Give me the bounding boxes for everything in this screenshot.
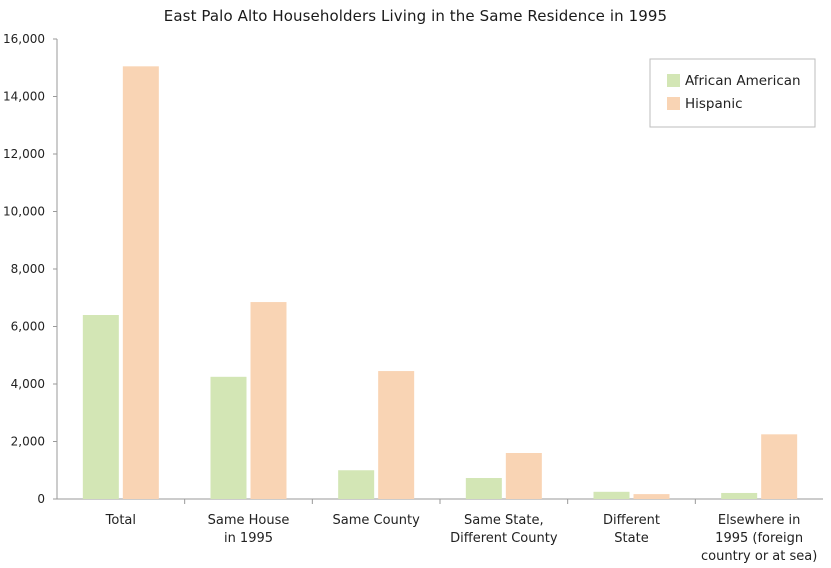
bar-african-american [465, 478, 502, 499]
y-tick-label: 2,000 [11, 435, 45, 449]
y-tick-label: 16,000 [3, 32, 45, 46]
bar-african-american [338, 470, 375, 499]
bar-african-american [210, 376, 247, 499]
x-tick-label: State [614, 531, 648, 546]
x-tick-label: 1995 (foreign [715, 531, 803, 546]
bar-african-american [721, 492, 758, 499]
bars [82, 66, 798, 499]
bar-african-american [593, 491, 630, 499]
legend-label: African American [685, 73, 801, 89]
x-tick-label: Elsewhere in [718, 513, 801, 528]
x-tick-label: Same County [333, 513, 421, 528]
y-tick-label: 14,000 [3, 90, 45, 104]
x-tick-label: Same State, [464, 513, 544, 528]
bar-hispanic [633, 494, 670, 499]
y-tick-label: 12,000 [3, 147, 45, 161]
x-tick-label: Total [105, 513, 136, 528]
bar-hispanic [378, 371, 415, 499]
x-tick-label: Same House [208, 513, 290, 528]
bar-hispanic [250, 302, 287, 499]
axes [53, 38, 823, 504]
legend-label: Hispanic [685, 96, 743, 112]
bar-hispanic [122, 66, 159, 499]
x-tick-label: Different County [450, 531, 558, 546]
x-tick-label: Different [603, 513, 660, 528]
bar-hispanic [761, 434, 798, 499]
y-tick-label: 0 [37, 492, 45, 506]
y-tick-label: 8,000 [11, 262, 45, 276]
y-tick-label: 4,000 [11, 377, 45, 391]
y-tick-labels: 0 2,000 4,000 6,000 8,000 10,000 12,000 14,000 1… [3, 32, 45, 506]
legend: African American Hispanic [649, 58, 816, 128]
legend-box [649, 58, 816, 128]
bar-hispanic [505, 453, 542, 499]
legend-swatch [667, 97, 680, 110]
y-tick-label: 6,000 [11, 320, 45, 334]
x-tick-label: in 1995 [224, 531, 273, 546]
legend-swatch [667, 74, 680, 87]
chart-title: East Palo Alto Householders Living in th… [163, 7, 668, 25]
bar-african-american [82, 315, 119, 499]
x-tick-label: country or at sea) [701, 549, 817, 564]
y-tick-label: 10,000 [3, 205, 45, 219]
x-tick-labels: Total Same House in 1995 Same County Same St… [105, 513, 818, 564]
